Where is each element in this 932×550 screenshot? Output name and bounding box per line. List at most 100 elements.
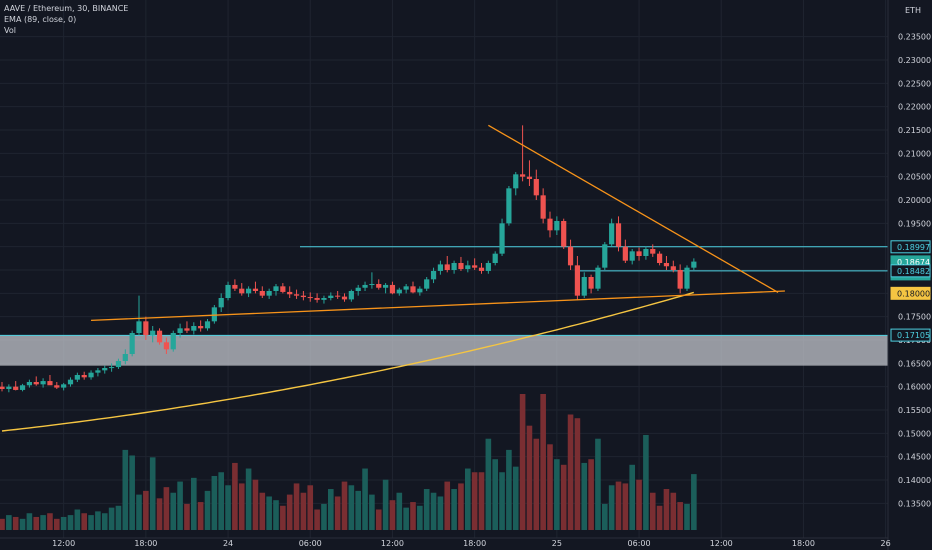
volume-bar	[430, 492, 437, 530]
volume-bar	[33, 516, 40, 530]
time-tick-label: 12:00	[710, 539, 733, 548]
candle-body	[602, 244, 608, 268]
candle-body	[143, 321, 149, 336]
ema-legend[interactable]: EMA (89, close, 0)	[4, 15, 77, 24]
volume-bar	[554, 459, 560, 530]
volume-bar	[362, 468, 368, 530]
candle-body	[150, 330, 156, 336]
candle-body	[410, 286, 416, 293]
candle-body	[437, 264, 443, 271]
volume-bar	[238, 483, 245, 530]
volume-bar	[451, 489, 457, 530]
candle-body	[74, 375, 80, 380]
volume-bar	[259, 492, 266, 530]
volume-bar	[266, 496, 272, 530]
volume-bar	[163, 487, 170, 530]
volume-bar	[211, 475, 218, 530]
price-label-text: 0.18482	[897, 267, 930, 276]
price-tick-label: 0.23500	[898, 33, 931, 42]
volume-bar	[341, 481, 348, 530]
volume-bar	[273, 500, 279, 530]
candle-body	[204, 321, 211, 329]
candle-body	[444, 264, 450, 270]
volume-bar	[245, 468, 252, 530]
volume-bar	[396, 492, 403, 530]
time-tick-label: 25	[552, 539, 562, 548]
volume-bar	[191, 477, 197, 530]
candle-body	[198, 326, 204, 329]
volume-bar	[129, 455, 135, 530]
candle-body	[163, 342, 169, 350]
candle-body	[109, 367, 115, 369]
volume-legend[interactable]: Vol	[4, 26, 16, 35]
candle-body	[609, 223, 615, 245]
volume-bar	[47, 513, 53, 530]
volume-bar	[444, 481, 451, 530]
candle-body	[396, 289, 402, 294]
price-tick-label: 0.21500	[898, 126, 931, 135]
volume-bar	[280, 505, 286, 530]
candle-body	[239, 288, 245, 294]
volume-bar	[588, 459, 594, 530]
candle-body	[567, 246, 574, 266]
candle-body	[513, 174, 519, 189]
volume-bar	[595, 438, 601, 530]
volume-bar	[81, 513, 87, 530]
candle-body	[102, 368, 108, 371]
candle-body	[650, 249, 656, 254]
time-tick-label: 06:00	[299, 539, 322, 548]
candle-body	[622, 246, 628, 261]
candle-body	[341, 296, 348, 300]
volume-bar	[471, 472, 478, 530]
volume-bar	[334, 496, 341, 530]
volume-bar	[95, 511, 101, 530]
candle-body	[314, 298, 320, 300]
candle-body	[280, 286, 286, 292]
volume-bar	[136, 494, 142, 530]
time-tick-label: 26	[881, 539, 891, 548]
volume-bar	[499, 472, 505, 530]
candle-body	[417, 288, 423, 293]
price-tick-label: 0.21000	[898, 149, 931, 158]
volume-bar	[156, 498, 163, 530]
candle-body	[355, 287, 361, 291]
volume-bar	[567, 414, 574, 530]
volume-bar	[615, 481, 622, 530]
candle-body	[184, 328, 190, 331]
price-tick-label: 0.20500	[898, 173, 931, 182]
candle-body	[643, 249, 649, 256]
price-label-text: 0.18000	[897, 289, 930, 298]
candle-body	[211, 307, 217, 322]
volume-bar	[684, 503, 690, 530]
price-tick-label: 0.13500	[898, 499, 931, 508]
candle-body	[506, 188, 512, 224]
price-label-box	[890, 328, 931, 342]
candle-body	[232, 284, 238, 289]
candle-body	[588, 277, 594, 289]
price-tick-label: 0.15500	[898, 406, 931, 415]
candle-body	[246, 288, 252, 294]
volume-bar	[300, 492, 307, 530]
volume-bar	[314, 509, 320, 530]
volume-bar	[560, 464, 567, 530]
currency-label: ETH	[905, 6, 921, 15]
candle-body	[40, 381, 46, 385]
candle-body	[122, 354, 128, 361]
time-axis[interactable]: 12:00 18:00 24 06:00 12:00 18:00 25 06:00 12:00 1…	[0, 537, 932, 548]
candle-body	[300, 295, 306, 298]
volume-bar	[232, 462, 238, 530]
candle-body	[389, 284, 396, 294]
candle-body	[266, 291, 272, 296]
volume-bar	[506, 449, 512, 530]
candle-body	[67, 379, 74, 385]
volume-bar	[656, 505, 663, 530]
volume-bar	[622, 483, 629, 530]
candle-body	[129, 333, 135, 354]
volume-bar	[519, 394, 526, 530]
candle-body	[54, 385, 60, 388]
volume-bar	[458, 483, 464, 530]
candle-body	[663, 263, 670, 267]
symbol-title[interactable]: AAVE / Ethereum, 30, BINANCE	[4, 4, 129, 13]
candle-body	[19, 385, 26, 390]
